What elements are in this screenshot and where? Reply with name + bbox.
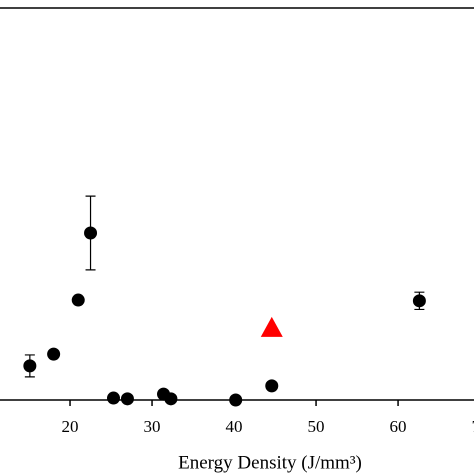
point — [84, 226, 98, 240]
point — [265, 379, 279, 393]
point — [23, 359, 37, 373]
point — [47, 347, 61, 361]
x-axis-label: Energy Density (J/mm³) — [178, 452, 362, 473]
point — [120, 392, 134, 406]
point — [71, 293, 85, 307]
x-tick-label: 40 — [226, 417, 243, 436]
point — [412, 294, 426, 308]
x-tick-label: 60 — [390, 417, 407, 436]
x-tick-label: 50 — [308, 417, 325, 436]
point — [164, 392, 178, 406]
triangle-point — [260, 316, 283, 337]
point — [229, 393, 243, 407]
x-tick-label: 70 — [472, 417, 474, 436]
x-tick-label: 20 — [62, 417, 79, 436]
x-tick-label: 30 — [144, 417, 161, 436]
point — [106, 391, 120, 405]
